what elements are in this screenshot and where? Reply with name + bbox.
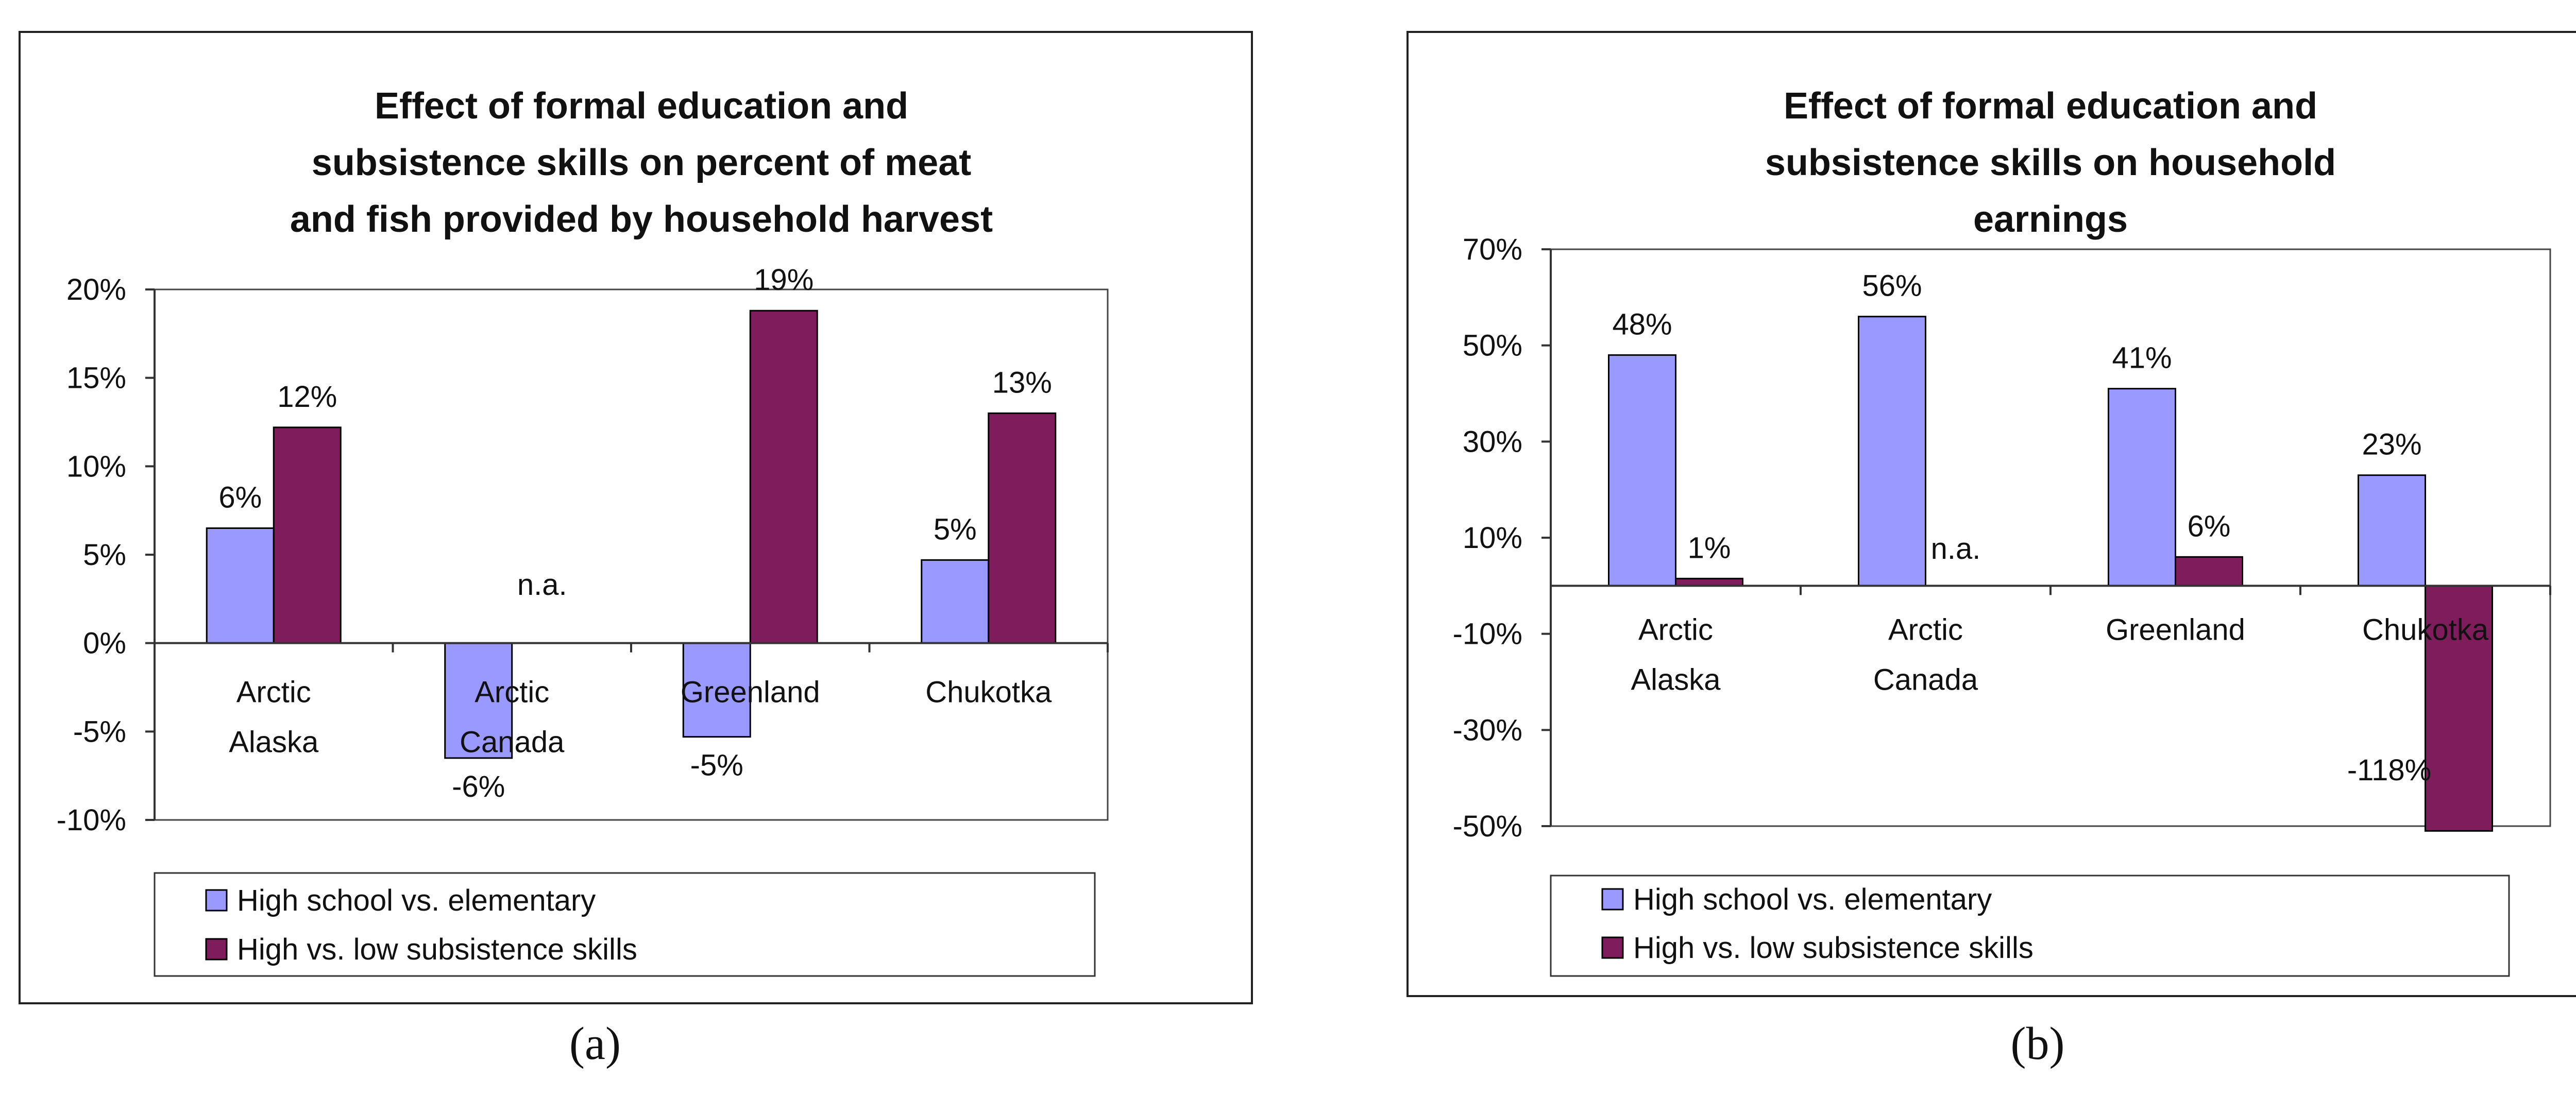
bar-high-school — [2358, 474, 2426, 587]
y-tick-label: -5% — [73, 715, 126, 748]
y-tick-label: 5% — [83, 538, 126, 572]
x-category-label: Arctic — [474, 676, 549, 709]
data-label: 41% — [2112, 341, 2172, 375]
x-category-label: Chukotka — [925, 676, 1052, 709]
legend-swatch-subsistence — [1601, 936, 1624, 959]
x-category-label: Canada — [460, 726, 565, 759]
y-tick-label: -10% — [1453, 618, 1522, 651]
data-label: 6% — [218, 481, 262, 515]
bar-subsistence — [1675, 577, 1743, 587]
x-category-label: Chukotka — [2362, 613, 2489, 646]
chart-title-line: subsistence skills on percent of meat — [312, 142, 971, 183]
chart-title-line: and fish provided by household harvest — [290, 199, 993, 240]
data-label: 56% — [1862, 269, 1922, 303]
bar-subsistence — [749, 310, 818, 644]
legend-swatch-high-school — [1601, 888, 1624, 911]
data-label: 12% — [277, 380, 337, 414]
bar-high-school — [921, 559, 990, 644]
legend-swatch-subsistence — [205, 938, 228, 961]
legend-label: High vs. low subsistence skills — [1633, 931, 2033, 965]
x-category-label: Canada — [1873, 663, 1978, 696]
y-tick-label: 30% — [1463, 425, 1522, 458]
bar-high-school — [1858, 316, 1926, 587]
legend-swatch-high-school — [205, 889, 228, 912]
legend-label: High vs. low subsistence skills — [237, 933, 637, 966]
legend-box — [154, 872, 1096, 977]
y-tick-label: 0% — [83, 627, 126, 660]
x-category-label: Greenland — [2106, 613, 2245, 646]
data-label: -5% — [690, 749, 743, 782]
data-label: 19% — [754, 263, 814, 297]
bar-high-school — [206, 527, 275, 644]
legend-label: High school vs. elementary — [237, 884, 596, 917]
chart-title-line: earnings — [1973, 199, 2128, 240]
bar-subsistence — [2175, 556, 2243, 587]
y-tick-label: 70% — [1463, 233, 1522, 266]
data-label: 23% — [2362, 428, 2421, 461]
data-label: 1% — [1688, 531, 1731, 564]
bar-high-school — [682, 642, 751, 738]
chart-title-line: Effect of formal education and — [375, 85, 908, 127]
x-category-label: Alaska — [1631, 663, 1721, 696]
bar-subsistence — [2425, 585, 2493, 832]
panel-label-b: (b) — [2010, 1018, 2065, 1069]
chart-title-line: subsistence skills on household — [1765, 142, 2336, 183]
y-tick-label: 15% — [66, 362, 126, 395]
y-tick-label: 50% — [1463, 329, 1522, 363]
data-label-na: n.a. — [517, 568, 567, 602]
y-tick-label: -50% — [1453, 810, 1522, 843]
legend-label: High school vs. elementary — [1633, 883, 1992, 916]
y-tick-label: -10% — [57, 803, 126, 837]
y-tick-label: 10% — [66, 450, 126, 483]
data-label: 6% — [2188, 509, 2231, 543]
x-category-label: Arctic — [1638, 613, 1713, 646]
chart-title-line: Effect of formal education and — [1784, 85, 2317, 127]
y-tick-label: -30% — [1453, 713, 1522, 747]
data-label: 5% — [934, 512, 977, 546]
legend-box — [1550, 875, 2510, 977]
x-category-label: Arctic — [236, 676, 311, 709]
data-label: 13% — [992, 366, 1052, 399]
bar-subsistence — [988, 412, 1057, 644]
panel-label-a: (a) — [569, 1018, 621, 1069]
data-label: 48% — [1612, 307, 1672, 341]
data-label: -6% — [452, 770, 505, 803]
y-tick-label: 20% — [66, 273, 126, 306]
bar-subsistence — [273, 426, 342, 644]
x-category-label: Alaska — [229, 726, 319, 759]
bar-high-school — [1608, 354, 1676, 587]
x-category-label: Arctic — [1888, 613, 1963, 646]
data-label-na: n.a. — [1931, 532, 1981, 566]
bar-high-school — [2108, 388, 2176, 587]
x-category-label: Greenland — [681, 676, 820, 709]
data-label: -118% — [2347, 754, 2431, 787]
y-tick-label: 10% — [1463, 521, 1522, 555]
